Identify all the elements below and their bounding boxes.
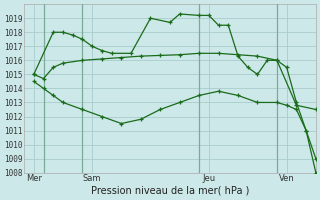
X-axis label: Pression niveau de la mer( hPa ): Pression niveau de la mer( hPa ): [91, 186, 249, 196]
